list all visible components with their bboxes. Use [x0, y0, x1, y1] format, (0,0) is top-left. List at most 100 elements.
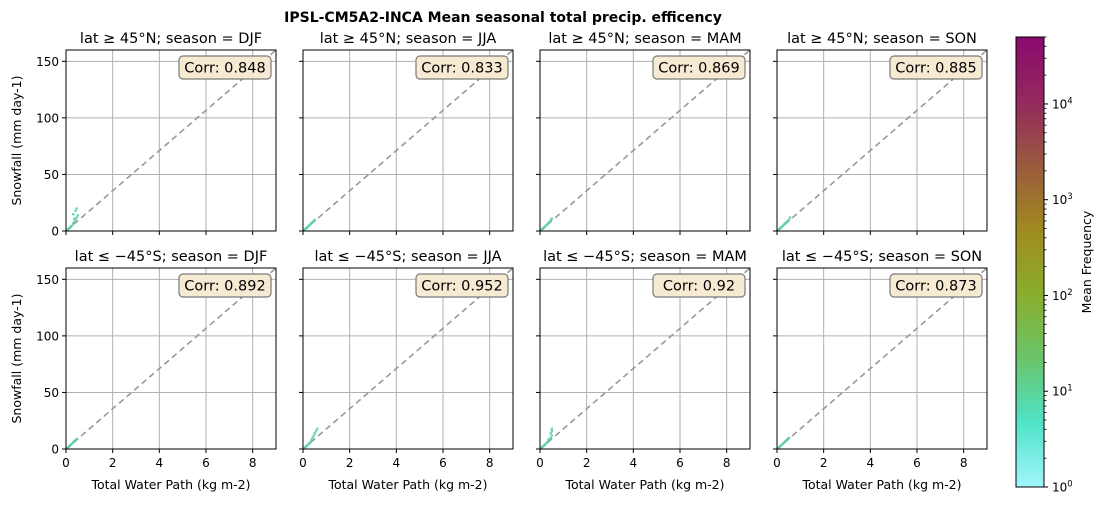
- data-point: [74, 209, 77, 213]
- axes-frame: [539, 49, 751, 232]
- data-point: [549, 436, 552, 440]
- colorbar-tick-label: 104: [1052, 96, 1073, 111]
- panel-8: 0 2 4 6 8 lat ≤ −45°S; season = SON Corr: 0.87…: [773, 249, 988, 492]
- panel-title: lat ≥ 45°N; season = DJF: [80, 31, 262, 47]
- panel-title: lat ≥ 45°N; season = JJA: [320, 31, 497, 47]
- x-tick-label: 8: [486, 456, 494, 470]
- data-point: [316, 427, 319, 431]
- x-tick-label: 6: [202, 456, 210, 470]
- corr-label: Corr: 0.952: [421, 279, 502, 295]
- data-point: [310, 438, 313, 442]
- data-point: [75, 207, 78, 210]
- data-point: [546, 441, 549, 444]
- x-tick-label: 0: [773, 456, 781, 470]
- corr-label: Corr: 0.869: [658, 61, 739, 77]
- data-point: [73, 220, 76, 224]
- colorbar-frame: [1015, 36, 1045, 488]
- y-tick-label: 50: [44, 168, 59, 182]
- panel-title: lat ≤ −45°S; season = DJF: [75, 249, 268, 265]
- corr-box: [415, 273, 509, 298]
- y-tick-label: 0: [51, 443, 59, 457]
- panel-title: lat ≤ −45°S; season = MAM: [543, 249, 747, 265]
- panel-7: 0 2 4 6 8 lat ≤ −45°S; season = MAM Corr: 0.92…: [536, 249, 751, 492]
- data-point: [549, 432, 552, 435]
- corr-label: Corr: 0.885: [895, 61, 976, 77]
- x-tick-label: 2: [346, 456, 354, 470]
- data-point: [72, 213, 75, 216]
- panel-4: lat ≥ 45°N; season = SON Corr: 0.885: [773, 31, 988, 235]
- x-tick-label: 0: [299, 456, 307, 470]
- x-tick-label: 4: [630, 456, 638, 470]
- x-axis-label: Total Water Path (kg m-2): [327, 477, 487, 492]
- panel-1: 0 50 100 150 lat ≥ 45°N; season = DJF Corr: 0…: [9, 31, 277, 239]
- data-point: [73, 217, 76, 220]
- panel-5: 0 50 100 150 0 2 4 6 8 lat ≤ −45°S; season = DJF C…: [9, 249, 277, 492]
- colorbar-label: Mean Frequency: [1079, 210, 1094, 313]
- corr-label: Corr: 0.92: [663, 279, 735, 295]
- data-point: [313, 218, 317, 222]
- data-point: [550, 434, 554, 437]
- data-point: [311, 436, 314, 440]
- corr-label: Corr: 0.873: [895, 279, 976, 295]
- colorbar: 100 101 102 103 104 Mean Frequency: [1015, 36, 1094, 495]
- corr-box: [415, 55, 509, 80]
- data-point: [76, 214, 80, 217]
- axes-frame: [65, 267, 277, 450]
- corr-label: Corr: 0.833: [421, 61, 502, 77]
- panels: 0 50 100 150 lat ≥ 45°N; season = DJF Corr: 0…: [9, 31, 988, 492]
- x-tick-label: 0: [62, 456, 70, 470]
- axes-frame: [302, 49, 514, 232]
- x-tick-label: 6: [439, 456, 447, 470]
- x-tick-label: 4: [393, 456, 401, 470]
- reference-line: [65, 49, 277, 232]
- x-axis-label: Total Water Path (kg m-2): [90, 477, 250, 492]
- x-tick-label: 2: [583, 456, 591, 470]
- x-tick-label: 8: [960, 456, 968, 470]
- reference-line: [776, 49, 988, 232]
- y-tick-label: 100: [36, 329, 59, 343]
- axes-frame: [776, 49, 988, 232]
- x-tick-label: 2: [109, 456, 117, 470]
- colorbar-tick-label: 102: [1052, 288, 1073, 303]
- corr-label: Corr: 0.848: [184, 61, 265, 77]
- x-tick-label: 8: [723, 456, 731, 470]
- reference-line: [302, 267, 514, 450]
- data-point: [309, 441, 312, 444]
- x-tick-label: 0: [536, 456, 544, 470]
- axes-frame: [776, 267, 988, 450]
- colorbar-gradient: [1016, 37, 1044, 487]
- panel-title: lat ≥ 45°N; season = SON: [787, 31, 977, 47]
- panel-title: lat ≤ −45°S; season = JJA: [314, 249, 501, 265]
- x-tick-label: 8: [249, 456, 257, 470]
- data-point: [550, 217, 554, 220]
- corr-box: [178, 55, 272, 80]
- reference-line: [65, 267, 277, 450]
- panel-title: lat ≥ 45°N; season = MAM: [548, 31, 741, 47]
- reference-line: [539, 267, 751, 450]
- x-axis-label: Total Water Path (kg m-2): [801, 477, 961, 492]
- data-point: [548, 220, 551, 224]
- data-point: [550, 429, 554, 433]
- y-tick-label: 0: [51, 225, 59, 239]
- corr-label: Corr: 0.892: [184, 279, 265, 295]
- reference-line: [776, 267, 988, 450]
- data-point: [550, 427, 554, 431]
- data-point: [75, 216, 78, 219]
- x-axis-label: Total Water Path (kg m-2): [564, 477, 724, 492]
- axes-frame: [302, 267, 514, 450]
- colorbar-tick-label: 100: [1052, 480, 1073, 495]
- y-tick-label: 100: [36, 111, 59, 125]
- y-axis-label: Snowfall (mm day-1): [9, 75, 24, 205]
- x-tick-label: 4: [867, 456, 875, 470]
- axes-frame: [539, 267, 751, 450]
- y-tick-label: 150: [36, 55, 59, 69]
- data-point: [75, 437, 78, 441]
- x-tick-label: 4: [156, 456, 164, 470]
- data-point: [788, 216, 792, 219]
- y-axis-label: Snowfall (mm day-1): [9, 293, 24, 423]
- colorbar-tick-label: 101: [1052, 384, 1073, 399]
- corr-box: [652, 273, 746, 298]
- panel-title: lat ≤ −45°S; season = SON: [782, 249, 982, 265]
- corr-box: [889, 55, 983, 80]
